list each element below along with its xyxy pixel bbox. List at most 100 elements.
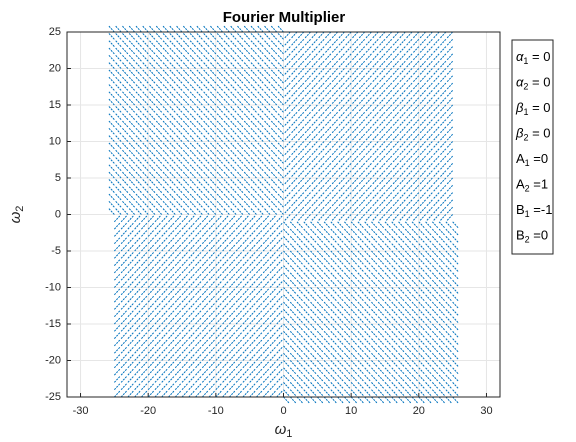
arrow: [337, 155, 345, 164]
arrow: [249, 156, 257, 164]
axis-label: ω1: [275, 421, 293, 440]
arrow: [323, 367, 331, 375]
arrow: [182, 39, 190, 47]
arrow: [431, 309, 439, 317]
arrow: [121, 119, 129, 128]
arrow: [107, 25, 115, 33]
arrow: [384, 309, 392, 317]
arrow: [141, 287, 148, 296]
arrow: [377, 257, 385, 266]
arrow: [202, 25, 210, 33]
arrow: [425, 309, 433, 317]
arrow: [357, 360, 365, 368]
arrow: [249, 163, 257, 172]
arrow: [310, 287, 318, 295]
arrow: [377, 272, 385, 280]
arrow: [439, 90, 447, 98]
arrow: [222, 375, 230, 383]
arrow: [182, 83, 190, 91]
arrow: [229, 207, 237, 215]
arrow: [208, 302, 216, 310]
arrow: [127, 375, 135, 383]
legend-entry: α2 = 0: [516, 75, 550, 92]
arrow: [222, 141, 230, 150]
arrow: [432, 184, 440, 193]
arrow: [181, 324, 189, 332]
arrow: [330, 382, 338, 390]
arrow: [378, 38, 386, 47]
arrow: [215, 353, 223, 361]
arrow: [357, 221, 365, 229]
arrow: [364, 148, 372, 156]
arrow: [357, 396, 365, 404]
arrow: [263, 32, 271, 40]
arrow: [141, 382, 148, 391]
arrow: [323, 382, 331, 390]
arrow: [371, 265, 378, 273]
arrow: [235, 236, 243, 245]
arrow: [276, 273, 284, 281]
arrow: [411, 294, 419, 302]
arrow: [303, 243, 311, 251]
arrow: [162, 192, 169, 201]
arrow: [168, 112, 176, 120]
arrow: [134, 244, 142, 252]
arrow: [113, 331, 121, 339]
arrow: [378, 155, 386, 164]
arrow: [364, 265, 372, 273]
arrow: [398, 214, 406, 222]
arrow: [195, 134, 203, 142]
arrow: [256, 46, 264, 55]
arrow: [209, 61, 217, 69]
arrow: [344, 53, 352, 61]
arrow: [189, 127, 196, 135]
arrow: [404, 257, 412, 266]
arrow: [256, 309, 263, 318]
arrow: [371, 170, 379, 178]
arrow: [283, 243, 290, 251]
arrow: [283, 90, 291, 98]
arrow: [310, 214, 318, 222]
arrow: [358, 46, 366, 54]
arrow: [201, 287, 209, 296]
arrow: [316, 301, 324, 310]
arrow: [303, 352, 311, 361]
arrow: [290, 126, 298, 134]
arrow: [188, 309, 196, 318]
arrow: [134, 353, 142, 361]
arrow: [316, 330, 324, 339]
arrow: [249, 324, 257, 332]
arrow: [168, 68, 176, 77]
arrow: [425, 214, 433, 222]
arrow: [378, 53, 386, 61]
arrow: [418, 352, 426, 361]
arrow: [324, 126, 332, 134]
arrow: [201, 273, 209, 281]
arrow: [310, 330, 318, 339]
arrow: [398, 374, 405, 383]
arrow: [425, 133, 433, 142]
arrow: [235, 295, 243, 303]
arrow: [289, 228, 297, 237]
arrow: [324, 170, 332, 178]
arrow: [236, 185, 244, 193]
arrow: [425, 382, 433, 390]
arrow: [128, 98, 136, 106]
arrow: [181, 265, 189, 274]
arrow: [297, 177, 305, 185]
arrow: [215, 280, 223, 288]
arrow: [229, 353, 236, 361]
arrow: [283, 192, 291, 200]
arrow: [236, 76, 244, 84]
arrow: [310, 345, 318, 353]
arrow: [168, 192, 176, 201]
arrow: [412, 206, 420, 215]
arrow: [262, 390, 270, 398]
arrow: [195, 68, 203, 77]
arrow: [242, 236, 250, 245]
arrow: [120, 324, 128, 332]
arrow: [364, 46, 372, 54]
arrow: [371, 60, 379, 69]
arrow: [262, 368, 270, 376]
arrow: [148, 76, 156, 84]
